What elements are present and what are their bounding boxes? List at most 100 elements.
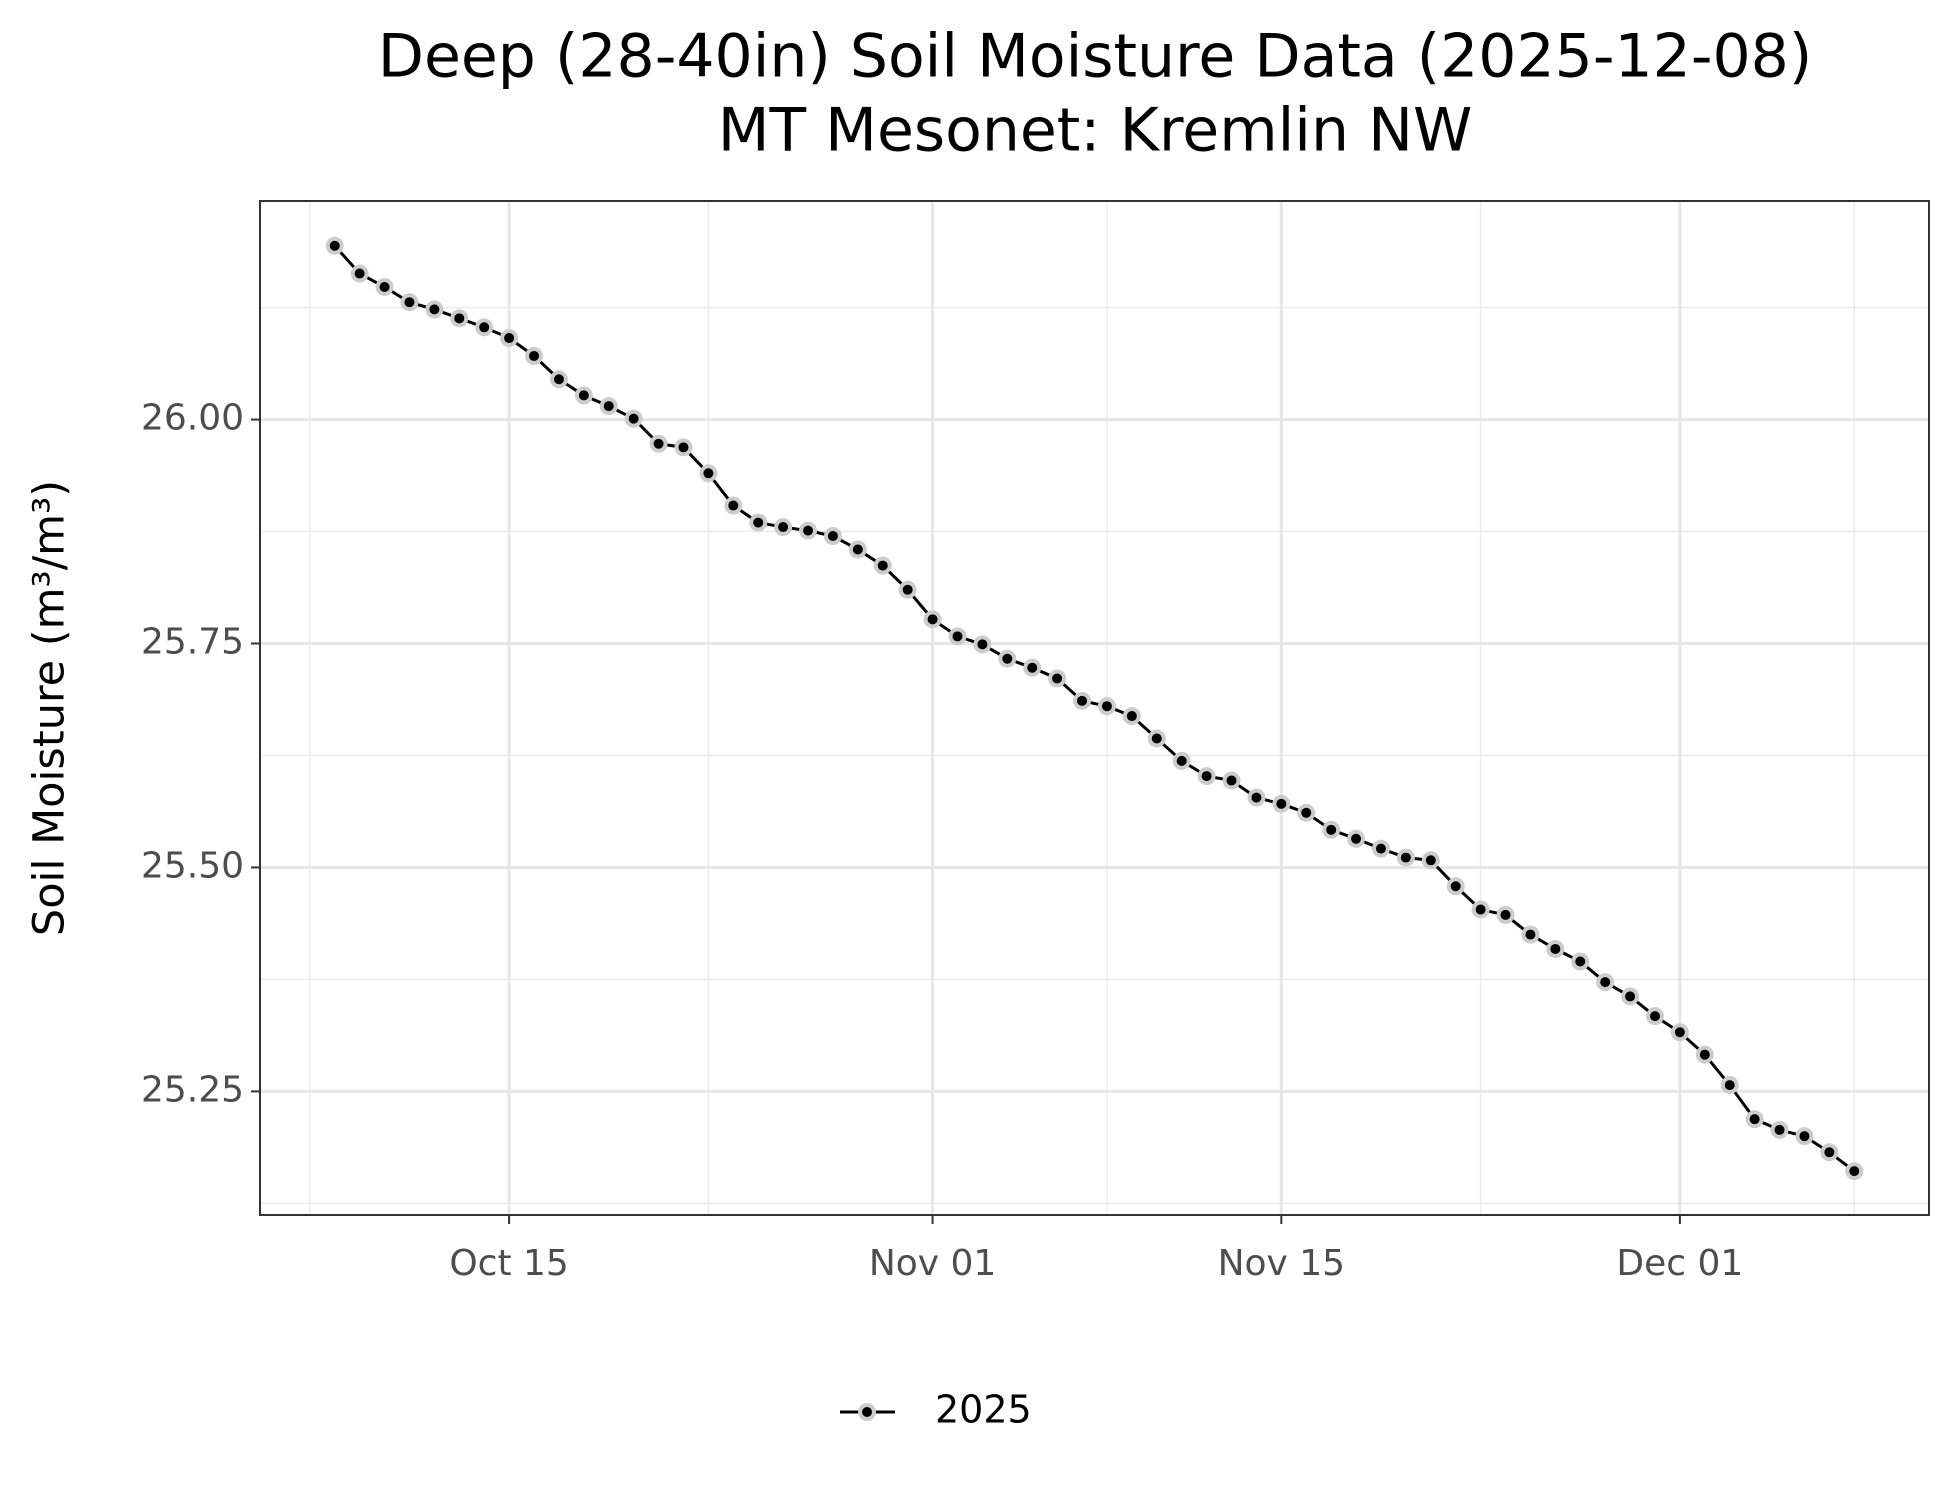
point: [500, 329, 519, 348]
point: [948, 627, 967, 646]
point: [1670, 1023, 1689, 1042]
point-part: [1077, 695, 1088, 706]
point: [1745, 1110, 1764, 1129]
point-part: [1176, 755, 1187, 766]
chart-title: Deep (28-40in) Soil Moisture Data (2025-…: [378, 22, 1812, 92]
point: [1322, 820, 1341, 839]
point-part: [1674, 1027, 1685, 1038]
point-part: [1500, 909, 1511, 920]
y-tick-label: 25.50: [141, 845, 244, 886]
point-part: [803, 525, 814, 536]
point: [450, 309, 469, 328]
point-part: [927, 614, 938, 625]
x-tick-label: Nov 15: [1218, 1243, 1346, 1284]
point: [1297, 803, 1316, 822]
x-tick-label: Oct 15: [449, 1243, 569, 1284]
point: [1347, 829, 1366, 848]
point: [998, 649, 1017, 668]
point: [1521, 925, 1540, 944]
chart-subtitle: MT Mesonet: Kremlin NW: [718, 96, 1473, 166]
point: [624, 409, 643, 428]
point-part: [603, 401, 614, 412]
point-part: [628, 413, 639, 424]
point-part: [1201, 771, 1212, 782]
point-part: [504, 333, 515, 344]
point-part: [1600, 977, 1611, 988]
point-part: [778, 522, 789, 533]
point-part: [1849, 1166, 1860, 1177]
point-part: [1326, 824, 1337, 835]
point: [973, 635, 992, 654]
point-part: [977, 639, 988, 650]
point: [1247, 788, 1266, 807]
point-part: [1649, 1011, 1660, 1022]
x-tick-label: Nov 01: [869, 1243, 997, 1284]
point: [1396, 848, 1415, 867]
point: [350, 264, 369, 283]
point: [1645, 1007, 1664, 1026]
point-part: [1052, 673, 1063, 684]
point: [1695, 1045, 1714, 1064]
point: [1770, 1120, 1789, 1139]
point-part: [1301, 807, 1312, 818]
point-part: [902, 584, 913, 595]
point-part: [1625, 991, 1636, 1002]
point-part: [1475, 904, 1486, 915]
legend-label: 2025: [935, 1388, 1032, 1432]
point-part: [1226, 775, 1237, 786]
point: [599, 397, 618, 416]
point-part: [553, 374, 564, 385]
point: [1421, 851, 1440, 870]
point: [1073, 691, 1092, 710]
point-part: [877, 560, 888, 571]
point: [898, 580, 917, 599]
point-part: [1027, 662, 1038, 673]
point-part: [1749, 1114, 1760, 1125]
point-part: [1824, 1147, 1835, 1158]
point: [774, 518, 793, 537]
point-part: [379, 281, 390, 292]
point-part: [753, 517, 764, 528]
x-tick-label: Dec 01: [1616, 1243, 1743, 1284]
point: [1371, 839, 1390, 858]
point-part: [529, 350, 540, 361]
point: [1222, 771, 1241, 790]
point-part: [578, 390, 589, 401]
point: [1147, 729, 1166, 748]
point-part: [1101, 701, 1112, 712]
point-part: [1251, 792, 1262, 803]
point: [923, 610, 942, 629]
point-part: [329, 240, 340, 251]
point-part: [1525, 929, 1536, 940]
point-part: [1351, 833, 1362, 844]
point-part: [429, 304, 440, 315]
legend-marker: [862, 1407, 872, 1417]
point: [1496, 905, 1515, 924]
point-part: [454, 313, 465, 324]
point: [1795, 1127, 1814, 1146]
point: [1720, 1076, 1739, 1095]
point: [724, 496, 743, 515]
point: [375, 277, 394, 296]
point-part: [653, 438, 664, 449]
point: [848, 540, 867, 559]
point-part: [404, 297, 415, 308]
point: [425, 300, 444, 319]
point: [674, 438, 693, 457]
point-part: [1276, 798, 1287, 809]
point-part: [1699, 1049, 1710, 1060]
point: [1197, 767, 1216, 786]
point-part: [703, 468, 714, 479]
point: [699, 464, 718, 483]
y-tick-label: 25.75: [141, 622, 244, 663]
plot-border: [259, 200, 1930, 1216]
point: [1023, 658, 1042, 677]
point: [1621, 987, 1640, 1006]
point-part: [1002, 653, 1013, 664]
point: [1596, 973, 1615, 992]
point-part: [1450, 881, 1461, 892]
point: [1471, 900, 1490, 919]
point: [1172, 751, 1191, 770]
y-tick-label: 25.25: [141, 1069, 244, 1110]
